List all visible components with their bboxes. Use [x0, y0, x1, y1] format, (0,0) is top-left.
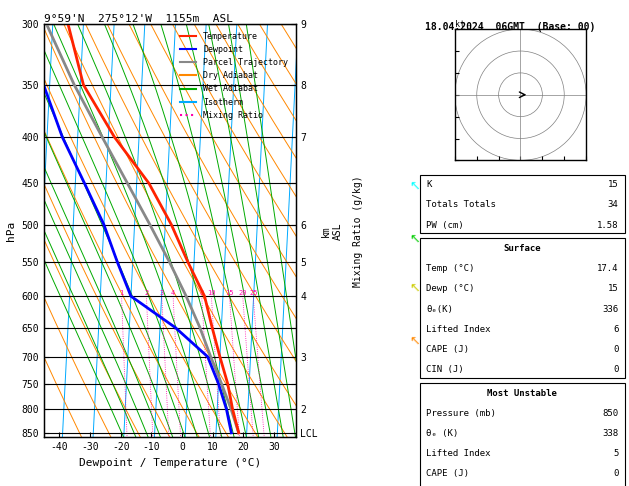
Text: 0: 0: [613, 365, 618, 374]
Text: Most Unstable: Most Unstable: [487, 389, 557, 398]
Text: 1: 1: [120, 290, 124, 296]
Text: 1.58: 1.58: [597, 221, 618, 229]
Text: 336: 336: [603, 305, 618, 313]
Text: Lifted Index: Lifted Index: [426, 325, 491, 334]
Legend: Temperature, Dewpoint, Parcel Trajectory, Dry Adiabat, Wet Adiabat, Isotherm, Mi: Temperature, Dewpoint, Parcel Trajectory…: [176, 29, 291, 123]
Text: CAPE (J): CAPE (J): [426, 469, 469, 478]
Text: 10: 10: [207, 290, 216, 296]
Text: 338: 338: [603, 429, 618, 438]
Text: Pressure (mb): Pressure (mb): [426, 409, 496, 418]
Text: 15: 15: [608, 284, 618, 294]
Text: 4: 4: [171, 290, 175, 296]
Text: Mixing Ratio (g/kg): Mixing Ratio (g/kg): [353, 175, 364, 287]
Text: 3: 3: [160, 290, 164, 296]
Text: Temp (°C): Temp (°C): [426, 264, 475, 273]
Text: 15: 15: [225, 290, 234, 296]
Text: 2: 2: [144, 290, 148, 296]
Text: 20: 20: [238, 290, 247, 296]
Y-axis label: hPa: hPa: [6, 221, 16, 241]
Text: kt: kt: [455, 20, 465, 29]
Text: CAPE (J): CAPE (J): [426, 345, 469, 354]
Text: ↑: ↑: [408, 332, 424, 348]
X-axis label: Dewpoint / Temperature (°C): Dewpoint / Temperature (°C): [79, 458, 261, 468]
Text: 5: 5: [613, 449, 618, 458]
Text: 9°59'N  275°12'W  1155m  ASL: 9°59'N 275°12'W 1155m ASL: [44, 14, 233, 23]
Text: PW (cm): PW (cm): [426, 221, 464, 229]
Text: ↑: ↑: [408, 278, 424, 295]
Text: ↑: ↑: [408, 230, 424, 246]
Text: Totals Totals: Totals Totals: [426, 200, 496, 209]
Text: Dewp (°C): Dewp (°C): [426, 284, 475, 294]
Text: 6: 6: [613, 325, 618, 334]
Text: Surface: Surface: [504, 244, 541, 253]
Text: 15: 15: [608, 180, 618, 189]
Text: 850: 850: [603, 409, 618, 418]
Text: 25: 25: [249, 290, 257, 296]
Text: 0: 0: [613, 345, 618, 354]
Text: K: K: [426, 180, 431, 189]
Text: ↑: ↑: [408, 176, 424, 193]
Text: 18.04.2024  06GMT  (Base: 00): 18.04.2024 06GMT (Base: 00): [425, 22, 595, 32]
Text: 0: 0: [613, 469, 618, 478]
Text: CIN (J): CIN (J): [426, 365, 464, 374]
Y-axis label: km
ASL: km ASL: [321, 222, 342, 240]
Text: 17.4: 17.4: [597, 264, 618, 273]
Text: θₑ(K): θₑ(K): [426, 305, 453, 313]
Text: θₑ (K): θₑ (K): [426, 429, 459, 438]
Text: Lifted Index: Lifted Index: [426, 449, 491, 458]
Text: 8: 8: [199, 290, 204, 296]
Text: 34: 34: [608, 200, 618, 209]
